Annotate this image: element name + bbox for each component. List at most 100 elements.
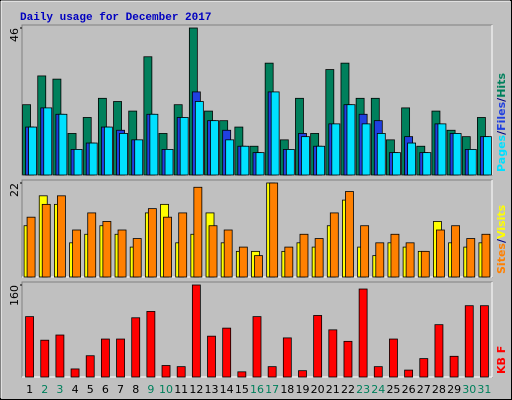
x-tick-label: 10 bbox=[159, 383, 173, 396]
bar bbox=[55, 334, 65, 378]
bar bbox=[361, 123, 371, 176]
bar bbox=[390, 233, 400, 278]
bar bbox=[26, 216, 36, 278]
x-tick-label: 18 bbox=[280, 383, 294, 396]
x-tick-label: 9 bbox=[147, 383, 154, 396]
bar bbox=[316, 145, 326, 176]
bar bbox=[222, 327, 232, 378]
bar bbox=[87, 212, 97, 278]
bar bbox=[329, 212, 339, 278]
bar bbox=[193, 186, 203, 278]
x-tick-label: 4 bbox=[72, 383, 79, 396]
bar bbox=[436, 229, 445, 278]
bar bbox=[255, 152, 265, 176]
y-tick-label: 160 bbox=[8, 285, 21, 306]
legend: Pages/Files/Hits bbox=[495, 73, 508, 172]
bar bbox=[269, 182, 279, 278]
x-tick-label: 6 bbox=[102, 383, 109, 396]
bar bbox=[210, 120, 219, 176]
bar bbox=[466, 238, 476, 278]
bar bbox=[467, 149, 477, 176]
bar bbox=[404, 369, 414, 378]
bar bbox=[149, 113, 159, 176]
bar bbox=[116, 338, 125, 378]
bar bbox=[452, 133, 462, 176]
bar bbox=[43, 107, 53, 176]
bar bbox=[176, 366, 186, 378]
bar bbox=[270, 91, 280, 176]
x-tick-label: 28 bbox=[432, 383, 446, 396]
legend: Sites/Visits bbox=[495, 204, 508, 274]
x-tick-label: 11 bbox=[174, 383, 188, 396]
bar bbox=[345, 191, 354, 278]
bar bbox=[360, 225, 370, 278]
bar bbox=[70, 368, 80, 378]
bar bbox=[179, 117, 189, 176]
bar bbox=[301, 136, 310, 176]
bar bbox=[119, 133, 128, 176]
bar bbox=[376, 133, 386, 176]
legend-entry: Files bbox=[495, 101, 508, 131]
bar bbox=[40, 339, 50, 378]
x-tick-label: 3 bbox=[56, 383, 63, 396]
bar bbox=[331, 123, 341, 176]
legend-separator: / bbox=[495, 130, 508, 135]
bar bbox=[328, 329, 338, 378]
bar bbox=[392, 152, 401, 176]
legend: KB F bbox=[495, 346, 508, 374]
bar bbox=[480, 305, 489, 378]
bar bbox=[420, 250, 430, 278]
x-tick-label: 23 bbox=[356, 383, 370, 396]
bar bbox=[146, 311, 156, 378]
x-tick-label: 5 bbox=[87, 383, 94, 396]
bar bbox=[103, 126, 113, 176]
x-tick-label: 16 bbox=[250, 383, 264, 396]
bar bbox=[88, 142, 98, 176]
bar bbox=[134, 139, 144, 176]
bar bbox=[407, 142, 417, 176]
bar bbox=[132, 238, 142, 278]
x-tick-label: 8 bbox=[132, 383, 139, 396]
bar bbox=[225, 139, 235, 176]
bar bbox=[405, 242, 415, 278]
legend-separator: / bbox=[495, 97, 508, 102]
bar bbox=[282, 337, 292, 378]
legend-entry: KB F bbox=[495, 346, 508, 374]
x-tick-label: 29 bbox=[447, 383, 461, 396]
bar bbox=[346, 104, 356, 176]
bar bbox=[358, 288, 368, 378]
bar bbox=[437, 123, 447, 176]
bar bbox=[57, 195, 66, 278]
bar bbox=[434, 324, 444, 378]
x-tick-label: 19 bbox=[295, 383, 309, 396]
bar bbox=[267, 366, 277, 378]
x-tick-label: 1 bbox=[26, 383, 33, 396]
bar bbox=[449, 355, 459, 378]
bar bbox=[194, 101, 204, 176]
y-tick-label: 22 bbox=[8, 183, 21, 197]
bar bbox=[298, 370, 307, 378]
x-tick-label: 14 bbox=[220, 383, 234, 396]
bar bbox=[238, 246, 248, 278]
bar bbox=[41, 203, 51, 278]
legend-separator: / bbox=[495, 238, 508, 243]
bar bbox=[481, 233, 491, 278]
bar bbox=[389, 338, 398, 378]
x-tick-label: 24 bbox=[371, 383, 385, 396]
x-tick-label: 20 bbox=[311, 383, 325, 396]
x-tick-label: 25 bbox=[386, 383, 400, 396]
bar bbox=[254, 255, 263, 278]
x-tick-label: 31 bbox=[477, 383, 491, 396]
bar bbox=[85, 355, 95, 378]
x-tick-label: 12 bbox=[189, 383, 203, 396]
bar bbox=[451, 225, 460, 278]
x-tick-label: 26 bbox=[402, 383, 416, 396]
bar bbox=[161, 365, 171, 378]
bar bbox=[223, 229, 233, 278]
x-tick-label: 22 bbox=[341, 383, 355, 396]
bar bbox=[313, 315, 323, 378]
x-tick-label: 21 bbox=[326, 383, 340, 396]
bar bbox=[237, 371, 247, 378]
bar bbox=[102, 221, 112, 278]
